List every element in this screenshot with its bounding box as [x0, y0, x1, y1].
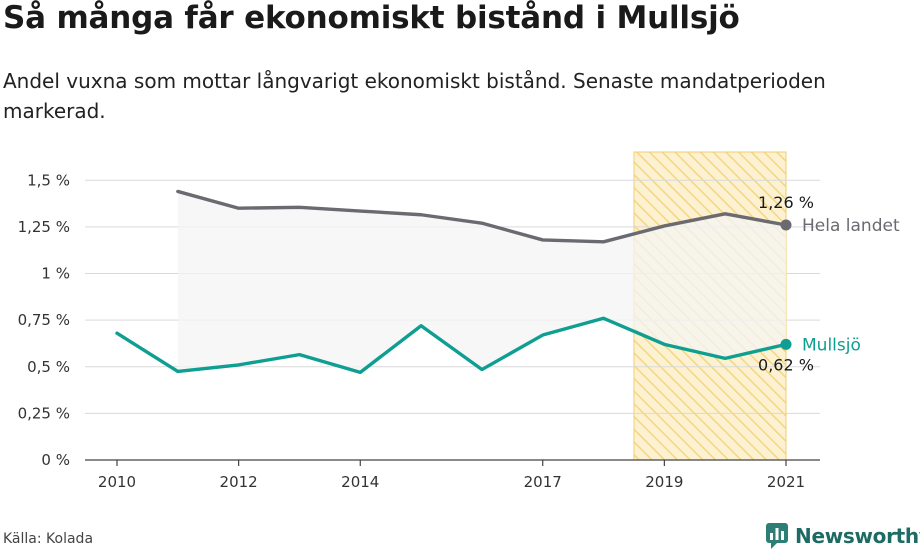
- x-tick-label: 2014: [341, 473, 379, 491]
- series-line-local: [115, 316, 788, 375]
- y-tick-label: 0 %: [41, 451, 70, 469]
- y-tick-label: 1,5 %: [27, 171, 70, 189]
- series-end-point: [780, 338, 792, 350]
- brand-logo: Newsworthy: [765, 521, 920, 551]
- y-tick-label: 0,75 %: [18, 311, 70, 329]
- y-tick-label: 1 %: [41, 265, 70, 283]
- x-tick-label: 2012: [220, 473, 258, 491]
- chart-subtitle: Andel vuxna som mottar långvarigt ekonom…: [3, 69, 826, 123]
- y-tick-label: 1,25 %: [18, 218, 70, 236]
- series-end-value-label: 1,26 %: [758, 193, 814, 212]
- range-band: [177, 191, 786, 373]
- series-name-label: Mullsjö: [802, 335, 861, 355]
- series-line-national: [176, 189, 788, 244]
- y-tick-label: 0,5 %: [27, 358, 70, 376]
- series-end-point: [780, 219, 792, 231]
- source-note: Källa: Kolada: [3, 531, 94, 547]
- chart-title: Så många får ekonomiskt bistånd i Mullsj…: [3, 0, 740, 36]
- brand-name: Newsworthy: [795, 524, 920, 548]
- series-name-label: Hela landet: [802, 216, 900, 236]
- x-tick-label: 2017: [524, 473, 562, 491]
- newsworthy-logo-icon: [766, 523, 788, 549]
- x-tick-label: 2019: [645, 473, 683, 491]
- x-tick-label: 2010: [98, 473, 136, 491]
- x-tick-label: 2021: [767, 473, 805, 491]
- y-tick-label: 0,25 %: [18, 404, 70, 422]
- series-end-value-label: 0,62 %: [758, 355, 814, 374]
